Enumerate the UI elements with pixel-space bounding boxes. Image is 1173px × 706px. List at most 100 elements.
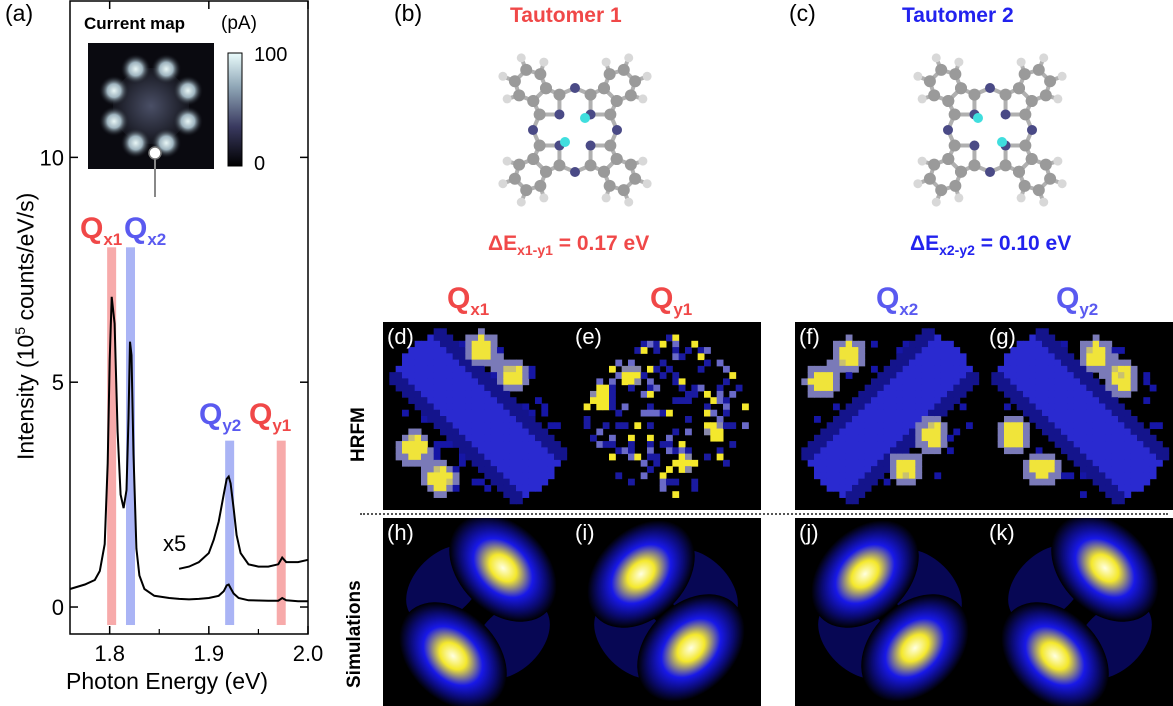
molecule-atom [554, 109, 565, 120]
molecule-atom [935, 184, 948, 197]
simulation-lobes [1001, 518, 1159, 706]
molecule-atom [954, 57, 964, 67]
molecule-atom [917, 94, 927, 104]
tautomer-1-title: Tautomer 1 [510, 4, 622, 27]
molecule-atom [604, 139, 617, 152]
molecule-atom [520, 184, 533, 197]
colorbar [227, 52, 243, 167]
molecule-atom [942, 95, 955, 108]
molecule-atom [513, 89, 526, 102]
molecule-atom [928, 158, 941, 171]
molecule-atom [502, 94, 512, 104]
molecule-atom [585, 140, 596, 151]
tautomer-1-energy: ΔEx1-y1 = 0.17 eV [488, 232, 650, 259]
x5-label: x5 [163, 531, 187, 556]
molecule-central-hydrogen [560, 137, 570, 147]
molecule-atom [1032, 184, 1045, 197]
molecule-atom [612, 125, 622, 135]
tip-position-marker [148, 146, 162, 160]
hrfm-pixels [801, 328, 980, 505]
molecule-atom [603, 179, 616, 192]
molecule-atom [949, 179, 962, 192]
molecule-atom [629, 75, 642, 88]
x-axis-label: Photon Energy (eV) [66, 668, 269, 694]
current-map-lobe [120, 127, 151, 158]
molecule-atom [603, 68, 616, 81]
molecule-atom [617, 184, 630, 197]
molecule-atom [553, 159, 566, 172]
molecule-atom [1018, 179, 1031, 192]
simulation-map-qy1: (i) [571, 518, 761, 706]
molecule-atom [534, 179, 547, 192]
molecule-atom [617, 63, 630, 76]
molecule-atom [642, 71, 652, 81]
molecule-atom [955, 82, 968, 95]
molecule-atom [624, 197, 634, 207]
molecule-atom [1053, 156, 1063, 166]
column-label-qy2: Qy2 [1056, 282, 1099, 319]
simulation-main-lobe [1001, 602, 1109, 706]
simulation-main-lobe [861, 594, 969, 702]
current-map-lobe [172, 106, 203, 137]
molecule-atom [1039, 89, 1052, 102]
molecule-atom [498, 179, 508, 189]
highlight-band [125, 247, 135, 626]
molecule-atom [999, 88, 1012, 101]
molecule-atom [624, 89, 637, 102]
panel-letter-h: (h) [387, 520, 414, 545]
hrfm-map-qx1: (d) [383, 322, 573, 510]
molecule-atom [601, 57, 611, 67]
molecule-atom [985, 167, 995, 177]
column-label-qy1: Qy1 [650, 282, 693, 319]
molecule-atom [942, 152, 955, 165]
molecule-atom [1025, 95, 1038, 108]
panel-letter-e: (e) [575, 324, 602, 349]
molecule-atom [570, 167, 580, 177]
y-tick-label: 5 [52, 370, 64, 395]
peak-label-qy2: Qy2 [199, 398, 242, 435]
molecule-atom [1032, 63, 1045, 76]
molecule-atom [1053, 94, 1063, 104]
molecule-atom [601, 193, 611, 203]
column-label-qx2: Qx2 [876, 282, 919, 319]
simulation-lobes [587, 520, 745, 702]
molecule-atom [516, 53, 526, 63]
molecule-atom [540, 165, 553, 178]
molecule-atom [985, 83, 995, 93]
molecule-atom [527, 152, 540, 165]
molecule-atom [1039, 158, 1052, 171]
hrfm-pixels [583, 334, 749, 498]
molecule-atom [913, 179, 923, 189]
molecule-atom [540, 82, 553, 95]
hrfm-pixels [389, 328, 568, 505]
inset-title: Current map [84, 14, 186, 33]
molecule-atom [533, 139, 546, 152]
highlight-band [276, 440, 286, 626]
panel-letter-c: (c) [789, 0, 816, 26]
simulation-main-lobe [399, 602, 507, 706]
y-tick-label: 0 [52, 595, 64, 620]
molecule-atom [610, 95, 623, 108]
molecule-atom [553, 88, 566, 101]
plot-frame [69, 0, 309, 635]
molecule-atom [604, 108, 617, 121]
tautomer-2-molecule [913, 53, 1067, 207]
molecule-central-hydrogen [973, 113, 983, 123]
simulation-map-qx2: (j) [795, 518, 985, 706]
molecule-atom [1012, 82, 1025, 95]
column-label-qx1: Qx1 [447, 282, 490, 319]
molecule-atom [1016, 57, 1026, 67]
molecule-atom [528, 125, 538, 135]
molecule-atom [534, 68, 547, 81]
molecule-atoms [913, 53, 1067, 207]
molecule-atom [969, 140, 980, 151]
molecule-atom [527, 95, 540, 108]
molecule-atom [917, 156, 927, 166]
current-map-inset [88, 43, 243, 197]
molecule-atom [570, 83, 580, 93]
simulation-main-lobe [811, 520, 919, 628]
panel-letter-j: (j) [799, 520, 819, 545]
panel-letter-g: (g) [989, 324, 1016, 349]
molecule-atom [913, 71, 923, 81]
molecule-atom [931, 53, 941, 63]
